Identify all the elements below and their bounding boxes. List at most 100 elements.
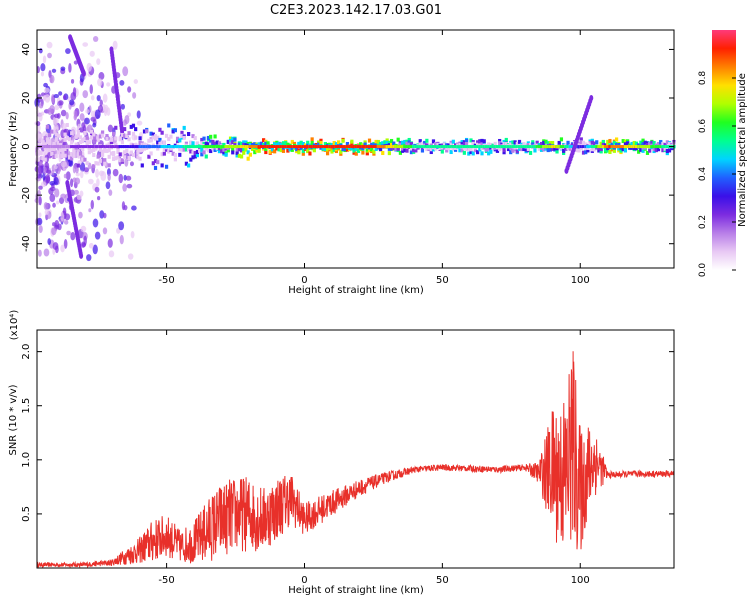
spectrogram-cell-1800: [606, 142, 610, 147]
spectrogram-cell-1151: [319, 140, 323, 145]
x-tick-label: -50: [158, 275, 174, 286]
spectrogram-cell-1242: [359, 142, 363, 147]
spectrogram-cell-677: [109, 151, 113, 156]
spectrogram-cell-962: [235, 150, 239, 155]
spectrogram-cell-618: [83, 137, 87, 142]
spectrogram-cell-282: [96, 178, 100, 187]
spectrogram-cell-1079: [286, 145, 290, 149]
spectrogram-cell-1932: [663, 142, 667, 147]
spectrogram-cell-1635: [533, 148, 537, 153]
spectrogram-cell-1064: [279, 145, 283, 149]
spectrogram-cell-906: [211, 142, 215, 147]
spectrogram-cell-635: [92, 164, 96, 169]
spectrogram-cell-1905: [652, 141, 656, 146]
spectrogram-cell-225: [95, 168, 99, 178]
spectrogram-cell-579: [65, 145, 69, 149]
spectrogram-cell-191: [38, 195, 42, 206]
spectrogram-cell-1464: [456, 145, 460, 149]
spectrogram-cell-1890: [645, 150, 650, 155]
spectrogram-cell-1444: [447, 145, 451, 149]
spectrogram-cell-1694: [557, 145, 561, 149]
colorbar-tick-label: 0.0: [698, 263, 708, 278]
spectrogram-cell-830: [178, 138, 182, 143]
spectrogram-cell-930: [222, 142, 226, 147]
spectrogram-cell-1939: [665, 145, 669, 149]
spectrogram-cell-1098: [295, 147, 299, 152]
spectrogram-cell-756: [145, 129, 149, 134]
spectrogram-cell-999: [250, 145, 255, 149]
spectrogram-cell-550: [54, 132, 58, 137]
spectrogram-cell-1362: [412, 148, 416, 153]
spectrogram-cell-942: [226, 139, 230, 144]
spectrogram-cell-1289: [378, 145, 383, 149]
spectrogram-cell-964: [235, 145, 239, 149]
spectrogram-cell-847: [184, 141, 189, 146]
spectrogram-cell-632: [89, 135, 94, 140]
spectrogram-cell-479: [79, 252, 84, 259]
spectrogram-cell-722: [129, 150, 133, 155]
spectrogram-cell-268: [62, 94, 67, 101]
spectrogram-cell-800: [164, 164, 169, 169]
spectrogram-cell-1083: [288, 147, 292, 152]
spectrogram-cell-912: [213, 141, 217, 146]
spectrogram-cell-1281: [376, 139, 380, 144]
spectrogram-cell-1328: [396, 146, 400, 151]
spectrogram-cell-1369: [414, 145, 418, 149]
spectrogram-cell-1660: [544, 139, 548, 144]
spectrogram-cell-1519: [480, 145, 484, 149]
spectrogram-cell-1711: [566, 140, 570, 145]
spectrogram-cell-809: [167, 145, 171, 149]
spectrogram-cell-1003: [253, 142, 257, 147]
spectrogram-cell-863: [191, 150, 195, 155]
spectrogram-cell-840: [182, 125, 186, 130]
spectrogram-cell-1607: [520, 147, 524, 152]
spectrogram-cell-415: [136, 110, 141, 119]
spectrogram-cell-1342: [403, 148, 407, 153]
spectrogram-cell-1150: [319, 138, 323, 143]
spectrogram-cell-1556: [498, 138, 502, 143]
spectrogram-cell-1325: [396, 137, 400, 142]
spectrogram-cell-878: [198, 148, 202, 153]
spectrogram-cell-527: [43, 157, 47, 162]
spectrogram-cell-761: [147, 154, 151, 159]
spectrogram-cell-1801: [606, 139, 610, 144]
spectrogram-cell-657: [100, 133, 105, 138]
spectrogram-cell-1163: [323, 146, 327, 151]
spectrogram-cell-517: [39, 133, 43, 138]
spectrogram-cell-1517: [480, 142, 484, 147]
spectrogram-cell-951: [231, 136, 235, 141]
spectrogram-cell-601: [76, 130, 80, 135]
spectrogram-cell-1191: [337, 140, 341, 145]
spectrogram-cell-117: [90, 199, 94, 210]
spectrogram-cell-695: [118, 152, 122, 157]
spectrogram-cell-896: [206, 135, 211, 140]
spectrogram-cell-410: [83, 235, 87, 246]
spectrogram-cell-880: [200, 147, 204, 152]
spectrogram-cell-348: [38, 225, 43, 234]
spectrogram-cell-594: [72, 145, 76, 149]
spectrogram-cell-296: [86, 62, 92, 72]
spectrogram-cell-683: [112, 151, 116, 156]
spectrogram-cell-793: [160, 152, 164, 157]
spectrogram-cell-1471: [460, 142, 464, 147]
spectrogram-cell-687: [114, 156, 118, 161]
spectrogram-cell-1689: [555, 145, 559, 149]
spectrogram-cell-1533: [487, 142, 491, 147]
spectrogram-cell-65: [119, 80, 125, 86]
spectrogram-panel: -50 0 50 100 -40 -20 0 20 40 Height of straight …: [8, 29, 676, 296]
spectrogram-cell-148: [58, 162, 62, 172]
spectrogram-cell-838: [180, 147, 184, 152]
spectrogram-cell-599: [74, 145, 78, 149]
spectrogram-cell-1203: [341, 147, 345, 152]
spectrogram-cell-1805: [608, 138, 612, 143]
spectrogram-cell-1779: [595, 145, 599, 149]
spectrogram-cell-1061: [279, 148, 283, 153]
spectrogram-cell-1879: [639, 145, 643, 149]
spectrogram-cell-81: [94, 231, 101, 240]
spectrogram-cell-873: [195, 141, 200, 146]
spectrogram-cell-1839: [621, 145, 625, 149]
spectrogram-cell-1914: [654, 145, 658, 149]
spectrogram-cell-1304: [385, 145, 389, 149]
spectrogram-cell-556: [56, 133, 61, 138]
spectrogram-cell-718: [127, 137, 131, 142]
